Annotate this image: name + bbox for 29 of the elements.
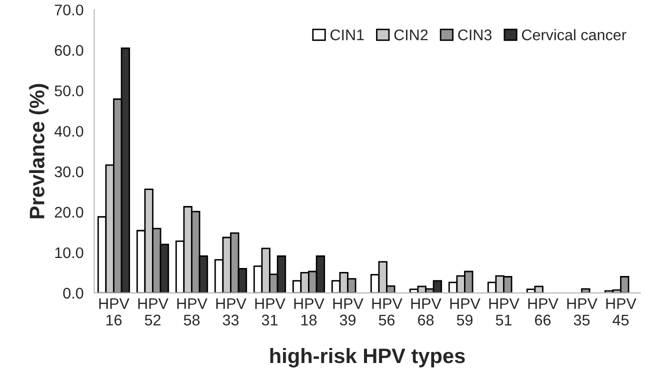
x-tick-label: HPV 52 <box>138 298 168 326</box>
legend-label: Cervical cancer <box>522 29 626 40</box>
legend-label: CIN3 <box>458 30 492 40</box>
x-tick-label: HPV 45 <box>606 298 636 326</box>
y-tick-label: 30.0 <box>54 166 84 178</box>
x-tick-label: HPV 33 <box>216 298 246 326</box>
x-tick-label: HPV 56 <box>372 298 402 326</box>
legend-label: CIN1 <box>330 30 364 40</box>
y-tick-label: 40.0 <box>54 126 84 137</box>
x-axis-title: high-risk HPV types <box>270 348 465 368</box>
x-tick-label: HPV 51 <box>489 298 520 326</box>
y-tick-label: 10.0 <box>55 247 84 258</box>
legend-label: CIN2 <box>394 30 428 40</box>
x-tick-label: HPV 16 <box>99 298 130 326</box>
y-tick-label: 70.0 <box>54 4 84 16</box>
y-axis-title: Prevlance (%) <box>29 84 49 218</box>
x-tick-label: HPV 68 <box>411 298 442 326</box>
x-tick-label: HPV 31 <box>255 298 286 326</box>
x-tick-label: HPV 66 <box>528 298 558 326</box>
y-tick-label: 0.0 <box>63 288 84 299</box>
x-tick-label: HPV 18 <box>294 298 324 326</box>
bar <box>581 288 590 293</box>
x-tick-label: HPV 35 <box>567 298 598 326</box>
y-tick-label: 60.0 <box>54 45 84 56</box>
y-tick-label: 50.0 <box>54 85 84 96</box>
x-tick-label: HPV 39 <box>333 298 364 326</box>
y-tick-label: 20.0 <box>54 206 84 218</box>
x-tick-label: HPV 58 <box>177 298 208 326</box>
x-tick-label: HPV 59 <box>450 298 480 326</box>
